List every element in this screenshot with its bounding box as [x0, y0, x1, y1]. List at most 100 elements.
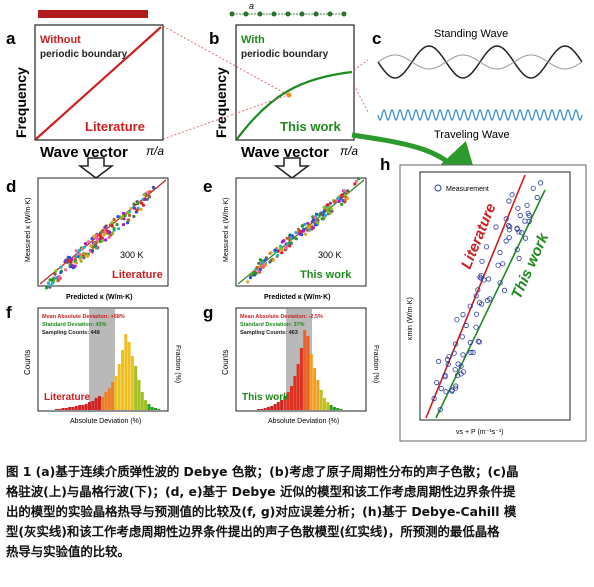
measurement-point [437, 406, 443, 413]
scatter-point [69, 265, 73, 269]
tag-without: Without [40, 34, 81, 46]
scatter-point [112, 217, 116, 222]
panel-e: e 300 K This work Measured κ (W/m·K) Pre… [203, 177, 367, 301]
measurement-point [487, 296, 493, 302]
measurement-point [493, 224, 499, 230]
scatter-point [326, 210, 330, 214]
scatter-point [95, 246, 99, 250]
scatter-point [86, 254, 90, 258]
caption-line: 出的模型的实验晶格热导与预测值的比较及(f, g)对应误差分析；(h)基于 De… [6, 504, 517, 519]
histogram-bar [58, 409, 62, 410]
scatter-point [78, 252, 82, 256]
scatter-point [98, 233, 102, 237]
scatter-point [86, 240, 90, 244]
legend-marker [434, 184, 442, 192]
measurement-point [509, 192, 515, 198]
scatter-point [307, 225, 311, 229]
down-arrow [77, 157, 115, 179]
scatter-point [118, 215, 122, 219]
histogram-bar [84, 404, 88, 410]
histogram-bar [276, 402, 280, 410]
measurement-point [524, 202, 530, 208]
scatter-point [115, 222, 119, 227]
scatter-point [146, 190, 150, 194]
connector-line [353, 59, 369, 71]
scatter-point [90, 236, 94, 241]
scatter-point [342, 189, 346, 193]
panel-name: This work [300, 269, 352, 281]
scatter-point [104, 224, 108, 228]
traveling-wave-label: Traveling Wave [434, 129, 510, 141]
panel-h: h Measurement Literature This work κmin … [380, 155, 587, 442]
scatter-point [89, 244, 93, 248]
measurement-point [537, 180, 544, 186]
scatter-point [353, 182, 357, 186]
scatter-point [74, 261, 79, 265]
measurement-point [503, 238, 509, 244]
scatter-point [311, 226, 315, 230]
scatter-point [322, 210, 326, 214]
histogram-bar [55, 409, 58, 410]
histogram-bar [101, 397, 105, 410]
curve-label: Literature [85, 119, 145, 134]
histogram-bar [144, 400, 148, 410]
y-axis-label: Measured κ (W/m·K) [25, 197, 32, 262]
measurement-point [534, 194, 540, 201]
standing-wave-label: Standing Wave [434, 28, 508, 40]
measurement-point [475, 287, 481, 293]
scatter-point [278, 244, 283, 248]
histogram-bar [154, 408, 157, 410]
panel-d: d 300 K Literature Measured κ (W/m·K) Pr… [6, 177, 169, 301]
histogram-bar [127, 342, 131, 410]
measurement-point [435, 358, 442, 364]
scatter-point [51, 281, 55, 285]
histogram-bar [71, 407, 75, 410]
scatter-point [251, 271, 255, 275]
phonon-dispersion-curve [236, 70, 353, 140]
histogram-bar [313, 368, 317, 410]
figure-caption: 图 1 (a)基于连续介质弹性波的 Debye 色散；(b)考虑了原子周期性分布… [6, 462, 590, 584]
scatter-point [292, 236, 296, 240]
scatter-point [92, 234, 96, 238]
histogram-bar [147, 404, 151, 410]
histogram-bars [55, 334, 161, 410]
x-axis-label: Wave vector [241, 144, 329, 161]
histogram-bar [74, 406, 78, 410]
histogram-bar [78, 405, 82, 410]
measurement-point [454, 317, 460, 323]
scatter-point [70, 257, 74, 262]
measurement-point [442, 374, 448, 380]
scatter-point [104, 238, 108, 242]
sampling-count-text: Sampling Counts: 448 [42, 330, 100, 336]
histogram-bar [104, 392, 108, 410]
measurement-point [463, 322, 469, 329]
scatter-point [343, 199, 347, 203]
scatter-point [258, 267, 262, 271]
histogram-bar [266, 407, 270, 410]
scatter-point [132, 206, 137, 210]
scatter-point [301, 229, 305, 233]
scatter-point [354, 179, 358, 184]
scatter-point [268, 260, 272, 264]
scatter-point [289, 236, 293, 240]
measurement-point [530, 185, 536, 191]
panel-letter: d [6, 177, 16, 196]
scatter-point [319, 211, 323, 215]
scatter-point [102, 233, 106, 237]
scatter-point [357, 177, 361, 181]
scatter-point [336, 196, 340, 201]
scatter-point [148, 190, 152, 194]
panel-b: a b With periodic boundary This work Fre… [209, 1, 358, 161]
x-axis-max: π/a [146, 144, 164, 158]
scatter-point [49, 284, 53, 288]
measurement-points [431, 180, 544, 413]
scatter-point [83, 242, 87, 246]
scatter-point [129, 207, 133, 211]
histogram-bar [270, 406, 274, 410]
measurement-point [481, 277, 487, 283]
scatter-point [68, 255, 72, 260]
std-deviation-text: Standard Deviation: 37% [240, 322, 305, 328]
measurement-point [525, 210, 531, 216]
scatter-point [303, 232, 308, 236]
scatter-point [45, 286, 49, 290]
